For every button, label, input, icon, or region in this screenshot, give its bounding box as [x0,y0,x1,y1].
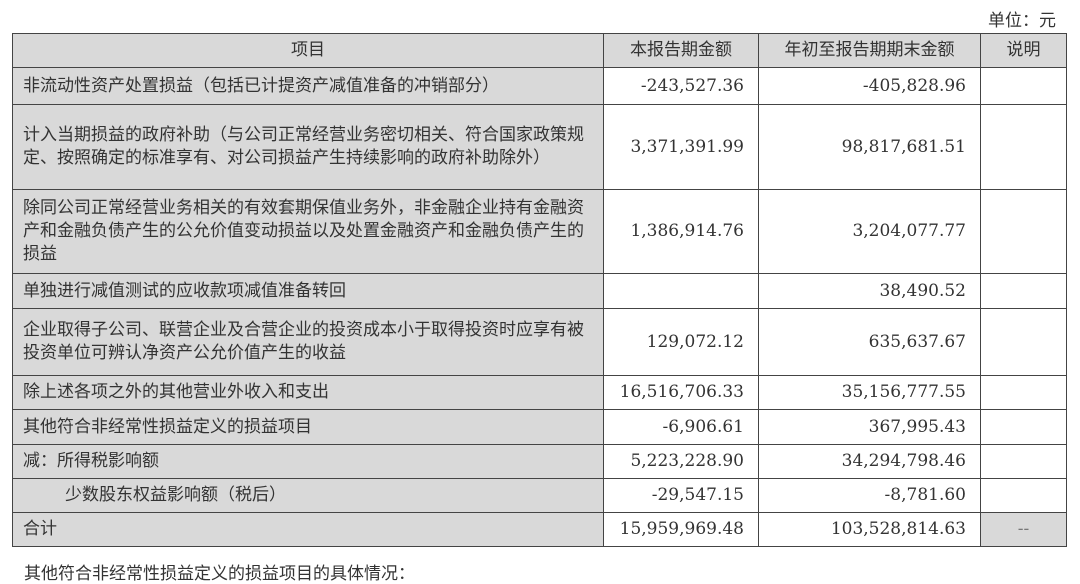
header-current-period: 本报告期金额 [603,33,759,68]
row-current-amount: -243,527.36 [603,67,759,105]
row-ytd-amount: 38,490.52 [758,273,981,309]
row-note [980,375,1067,410]
row-ytd-amount: 103,528,814.63 [758,512,981,547]
table-row: 少数股东权益影响额（税后） -29,547.15 -8,781.60 [12,478,1067,513]
row-note [980,189,1067,274]
row-ytd-amount: -405,828.96 [758,67,981,105]
row-current-amount: 3,371,391.99 [603,104,759,190]
table-row: 除同公司正常经营业务相关的有效套期保值业务外，非金融企业持有金融资产和金融负债产… [12,189,1067,274]
row-item: 非流动性资产处置损益（包括已计提资产减值准备的冲销部分） [12,67,604,105]
row-ytd-amount: 35,156,777.55 [758,375,981,410]
header-ytd: 年初至报告期期末金额 [758,33,981,68]
row-item: 计入当期损益的政府补助（与公司正常经营业务密切相关、符合国家政策规定、按照确定的… [12,104,604,190]
row-note [980,67,1067,105]
row-ytd-amount: 635,637.67 [758,308,981,376]
row-note [980,444,1067,479]
unit-label: 单位：元 [988,11,1056,31]
table-row: 除上述各项之外的其他营业外收入和支出 16,516,706.33 35,156,77… [12,375,1067,410]
table-row: 非流动性资产处置损益（包括已计提资产减值准备的冲销部分） -243,527.36-… [12,67,1067,105]
row-item: 除上述各项之外的其他营业外收入和支出 [12,375,604,410]
row-item: 除同公司正常经营业务相关的有效套期保值业务外，非金融企业持有金融资产和金融负债产… [12,189,604,274]
header-note: 说明 [980,33,1067,68]
table-row: 减：所得税影响额 5,223,228.90 34,294,798.46 [12,444,1067,479]
table-row: 合计 15,959,969.48 103,528,814.63 -- [12,512,1067,547]
non-recurring-gains-table: 项目 本报告期金额 年初至报告期期末金额 说明 非流动性资产处置损益（包括已计提… [12,33,1067,547]
row-ytd-amount: 34,294,798.46 [758,444,981,479]
row-item: 少数股东权益影响额（税后） [12,478,604,513]
row-note [980,273,1067,309]
row-ytd-amount: -8,781.60 [758,478,981,513]
row-item: 其他符合非经常性损益定义的损益项目 [12,409,604,445]
row-item: 合计 [12,512,604,547]
row-item: 单独进行减值测试的应收款项减值准备转回 [12,273,604,309]
row-current-amount: -29,547.15 [603,478,759,513]
row-ytd-amount: 3,204,077.77 [758,189,981,274]
row-current-amount: 16,516,706.33 [603,375,759,410]
row-ytd-amount: 367,995.43 [758,409,981,445]
row-note: -- [980,512,1067,547]
row-note [980,409,1067,445]
row-note [980,104,1067,190]
row-current-amount: 1,386,914.76 [603,189,759,274]
row-ytd-amount: 98,817,681.51 [758,104,981,190]
row-item: 减：所得税影响额 [12,444,604,479]
table-row: 计入当期损益的政府补助（与公司正常经营业务密切相关、符合国家政策规定、按照确定的… [12,104,1067,190]
row-note [980,308,1067,376]
table-row: 其他符合非经常性损益定义的损益项目 -6,906.61 367,995.43 [12,409,1067,445]
row-current-amount [603,273,759,309]
row-item: 企业取得子公司、联营企业及合营企业的投资成本小于取得投资时应享有被投资单位可辨认… [12,308,604,376]
table-row: 企业取得子公司、联营企业及合营企业的投资成本小于取得投资时应享有被投资单位可辨认… [12,308,1067,376]
row-current-amount: -6,906.61 [603,409,759,445]
table-row: 单独进行减值测试的应收款项减值准备转回 38,490.52 [12,273,1067,309]
row-current-amount: 5,223,228.90 [603,444,759,479]
header-item: 项目 [12,33,604,68]
row-current-amount: 15,959,969.48 [603,512,759,547]
row-current-amount: 129,072.12 [603,308,759,376]
footer-text: 其他符合非经常性损益定义的损益项目的具体情况： [24,564,415,584]
table-header-row: 项目 本报告期金额 年初至报告期期末金额 说明 [12,33,1067,68]
row-note [980,478,1067,513]
